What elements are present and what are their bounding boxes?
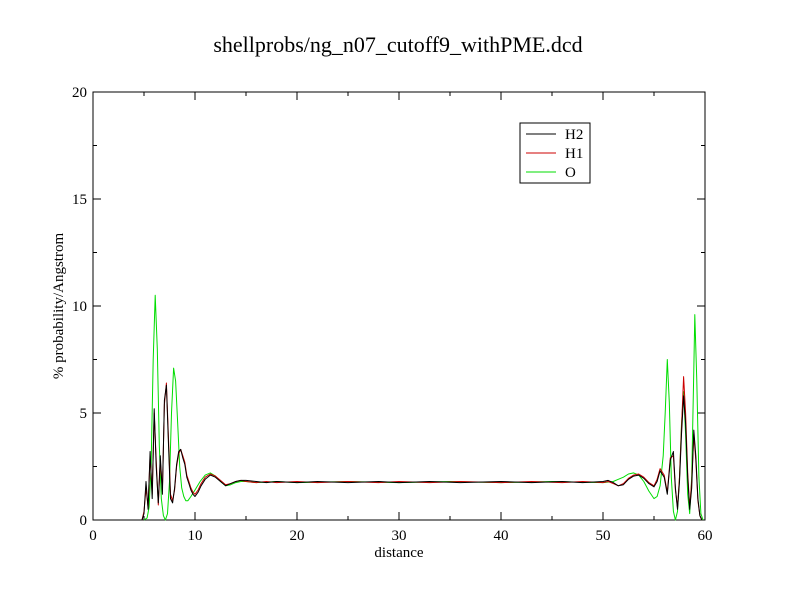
series-lines	[141, 294, 704, 521]
y-axis-label: % probability/Angstrom	[51, 233, 67, 380]
x-tick-label: 30	[392, 528, 407, 544]
x-tick-label: 50	[596, 528, 611, 544]
y-tick-label: 0	[80, 513, 88, 529]
x-tick-label: 20	[290, 528, 305, 544]
legend: H2 H1 O	[519, 122, 591, 184]
series-line-h1	[141, 376, 703, 521]
y-tick-label: 10	[72, 299, 87, 315]
legend-label-h1: H1	[565, 146, 583, 162]
legend-label-o: O	[565, 165, 576, 181]
axis-ticks: 0 10 20 30 40 50 60 0 5 10 15 20	[72, 85, 713, 544]
x-tick-label: 0	[89, 528, 97, 544]
plot-frame	[92, 91, 706, 521]
x-tick-label: 10	[188, 528, 203, 544]
series-line-o	[143, 294, 704, 521]
x-tick-label: 60	[698, 528, 713, 544]
legend-label-h2: H2	[565, 127, 583, 143]
y-tick-label: 5	[80, 406, 88, 422]
y-tick-label: 15	[72, 192, 87, 208]
x-tick-label: 40	[494, 528, 509, 544]
series-line-h2	[141, 384, 703, 521]
y-tick-label: 20	[72, 85, 87, 101]
chart-title: shellprobs/ng_n07_cutoff9_withPME.dcd	[213, 32, 582, 57]
x-axis-label: distance	[374, 545, 423, 561]
